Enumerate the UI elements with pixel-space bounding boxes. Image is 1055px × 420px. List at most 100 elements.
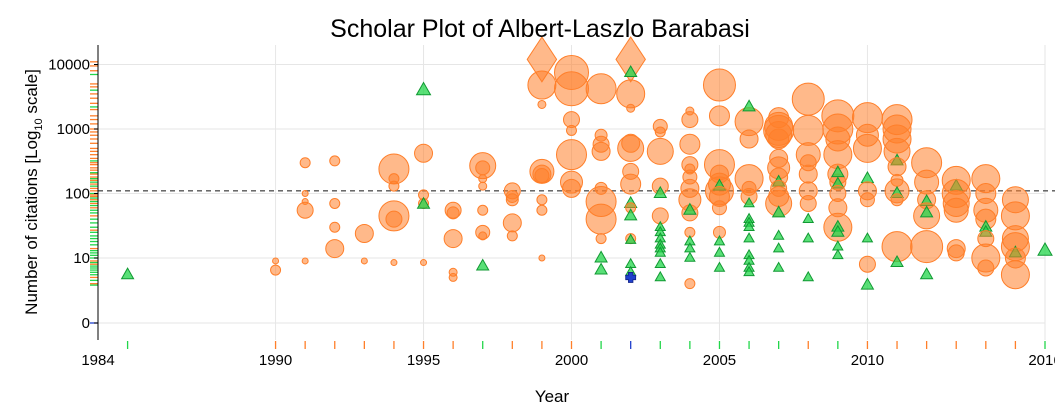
triangle-point xyxy=(1037,241,1053,256)
circle-point xyxy=(506,230,518,242)
circle-point xyxy=(739,129,759,149)
circle-point xyxy=(390,259,398,267)
circle-point xyxy=(859,192,875,208)
circle-point xyxy=(591,141,611,161)
triangle-point xyxy=(772,229,785,240)
x-tick-label: 2005 xyxy=(703,352,736,369)
circle-point xyxy=(385,210,403,228)
triangle-point xyxy=(802,212,815,223)
circle-point xyxy=(329,221,341,233)
triangle-point xyxy=(771,205,786,218)
circle-point xyxy=(646,137,674,165)
cross-point xyxy=(625,272,637,283)
triangle-point xyxy=(624,233,637,244)
triangle-point xyxy=(713,235,726,246)
triangle-point xyxy=(919,205,934,218)
circle-point xyxy=(329,197,341,209)
circle-point xyxy=(792,114,824,146)
circle-point xyxy=(798,164,818,184)
circle-point xyxy=(626,103,636,113)
circle-point xyxy=(977,259,995,277)
triangle-point xyxy=(742,99,756,112)
circle-point xyxy=(536,204,548,216)
triangle-point xyxy=(120,267,135,280)
bottom-rug xyxy=(126,341,1046,349)
y-tick-label: 10000 xyxy=(48,57,90,74)
circle-point xyxy=(858,255,876,273)
circle-point xyxy=(566,124,577,136)
circle-point xyxy=(910,230,944,264)
triangle-point xyxy=(830,224,845,237)
circle-point xyxy=(478,181,488,191)
circle-point xyxy=(654,126,666,138)
triangle-point xyxy=(713,246,726,257)
circle-point xyxy=(617,134,645,162)
triangle-point xyxy=(683,202,697,215)
circle-point xyxy=(477,204,489,216)
circle-point xyxy=(852,133,882,163)
circle-point xyxy=(505,193,519,207)
circle-point xyxy=(708,105,730,127)
triangle-point xyxy=(802,270,815,282)
circle-point xyxy=(943,197,969,223)
triangle-point xyxy=(594,262,608,275)
triangle-point xyxy=(713,261,726,272)
x-axis: 1984 1990 1995 2000 2005 2010 2016 xyxy=(81,352,1055,369)
circle-point xyxy=(420,259,428,267)
circle-point xyxy=(443,229,463,249)
circle-point xyxy=(536,194,548,206)
circle-point xyxy=(388,180,400,192)
circle-point xyxy=(791,82,825,116)
x-tick-label: 2010 xyxy=(851,352,884,369)
triangle-point xyxy=(743,232,755,243)
triangle-point xyxy=(654,246,667,257)
triangle-point xyxy=(623,208,638,221)
y-axis-label: Number of citations [Log10 scale] xyxy=(22,69,45,315)
circle-point xyxy=(527,70,557,100)
circle-point xyxy=(296,201,314,219)
triangle-point xyxy=(860,277,875,290)
circle-point xyxy=(329,155,341,167)
y-tick-label: 10 xyxy=(73,250,90,267)
circle-point xyxy=(448,272,458,282)
triangle-point xyxy=(772,261,785,272)
circle-point xyxy=(768,128,790,150)
circle-point xyxy=(446,206,460,220)
triangle-point xyxy=(860,171,875,184)
x-tick-label: 1984 xyxy=(81,352,114,369)
triangle-point xyxy=(415,81,432,96)
triangle-point xyxy=(654,270,667,282)
circle-point xyxy=(270,264,282,276)
circle-point xyxy=(595,233,607,245)
triangle-point xyxy=(890,254,904,268)
x-axis-label: Year xyxy=(535,387,570,406)
chart-title: Scholar Plot of Albert-Laszlo Barabasi xyxy=(330,15,750,43)
circle-point xyxy=(890,193,904,207)
circle-point xyxy=(684,278,696,290)
circle-point xyxy=(299,157,311,169)
triangle-point xyxy=(861,232,874,243)
circle-point xyxy=(360,257,368,265)
circle-point xyxy=(585,203,617,235)
triangle-point xyxy=(623,64,638,78)
circle-point xyxy=(585,73,617,105)
circle-point xyxy=(272,257,280,265)
x-tick-label: 2000 xyxy=(555,352,588,369)
left-rug xyxy=(90,61,98,324)
y-tick-label: 100 xyxy=(65,186,90,203)
circle-point xyxy=(354,223,374,243)
triangle-point xyxy=(594,250,608,263)
circle-point xyxy=(1000,260,1030,290)
circle-point xyxy=(556,139,587,171)
circle-point xyxy=(301,257,309,265)
data-points xyxy=(120,36,1053,290)
triangle-point xyxy=(831,248,844,260)
triangle-point xyxy=(919,267,934,280)
triangle-point xyxy=(772,242,785,253)
circle-point xyxy=(478,231,488,241)
circle-point xyxy=(554,71,589,107)
circle-point xyxy=(301,190,309,197)
triangle-point xyxy=(743,196,755,208)
